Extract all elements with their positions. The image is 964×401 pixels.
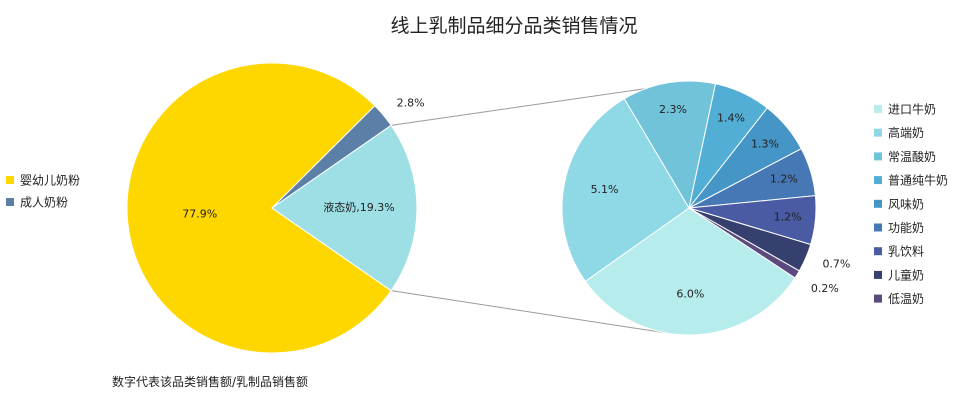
sub-pie: 6.0% 5.1% 2.3% 1.4% 1.3% 1.2% 1.2% 0.7% 0.2% — [561, 80, 850, 336]
sub-data-label-6: 1.2% — [774, 211, 802, 224]
legend-swatch-0 — [6, 176, 14, 184]
legend-swatch-1 — [6, 198, 14, 206]
connector-lines — [391, 88, 672, 335]
legend-swatch-sub-1 — [874, 128, 882, 137]
sub-data-label-2: 2.3% — [659, 103, 687, 116]
connector-top — [391, 88, 646, 126]
legend-swatch-sub-6 — [874, 247, 882, 256]
legend-item-sub-5: 功能奶 — [888, 221, 924, 235]
sub-data-label-5: 1.2% — [770, 173, 798, 186]
sub-data-label-0: 6.0% — [676, 287, 704, 300]
main-data-label-2: 液态奶,19.3% — [323, 200, 394, 214]
sub-slice-1 — [561, 98, 690, 283]
connector-bottom — [391, 290, 672, 335]
legend-swatch-sub-0 — [874, 105, 882, 113]
main-slice-2 — [271, 124, 418, 292]
legend-item-sub-4: 风味奶 — [888, 197, 924, 211]
sub-data-label-7: 0.7% — [822, 257, 850, 270]
sub-data-label-3: 1.4% — [717, 111, 745, 124]
main-data-label-1: 2.8% — [397, 97, 425, 110]
legend-swatch-sub-7 — [874, 270, 882, 279]
legend-swatch-sub-5 — [874, 223, 882, 232]
legend-item-sub-2: 常温酸奶 — [888, 149, 936, 164]
chart-title: 线上乳制品细分品类销售情况 — [390, 15, 637, 37]
footnote: 数字代表该品类销售额/乳制品销售额 — [112, 374, 308, 389]
sub-slice-2 — [623, 80, 717, 210]
legend-item-sub-0: 进口牛奶 — [888, 102, 936, 117]
legend-swatch-sub-2 — [874, 152, 882, 161]
legend-item-sub-8: 低温奶 — [888, 292, 924, 306]
main-pie: 77.9% 2.8% 液态奶,19.3% — [126, 62, 425, 354]
sub-slice-8 — [688, 207, 801, 279]
sub-slice-0 — [584, 207, 796, 336]
main-slice-0 — [126, 62, 392, 354]
sub-data-label-8: 0.2% — [811, 282, 839, 295]
legend-item-0: 婴幼儿奶粉 — [20, 174, 80, 188]
legend-item-1: 成人奶粉 — [20, 196, 68, 210]
legend-swatch-sub-4 — [874, 199, 882, 208]
legend-swatch-sub-3 — [874, 176, 882, 185]
sub-data-label-1: 5.1% — [591, 183, 619, 196]
legend-item-sub-3: 普通纯牛奶 — [888, 173, 948, 188]
sub-data-label-4: 1.3% — [751, 137, 779, 150]
legend-swatch-sub-8 — [874, 294, 882, 303]
legend-item-sub-1: 高端奶 — [888, 125, 924, 140]
main-data-label-0: 77.9% — [182, 207, 217, 220]
legend-item-sub-7: 儿童奶 — [888, 267, 924, 282]
legend-item-sub-6: 乳饮料 — [888, 245, 924, 259]
